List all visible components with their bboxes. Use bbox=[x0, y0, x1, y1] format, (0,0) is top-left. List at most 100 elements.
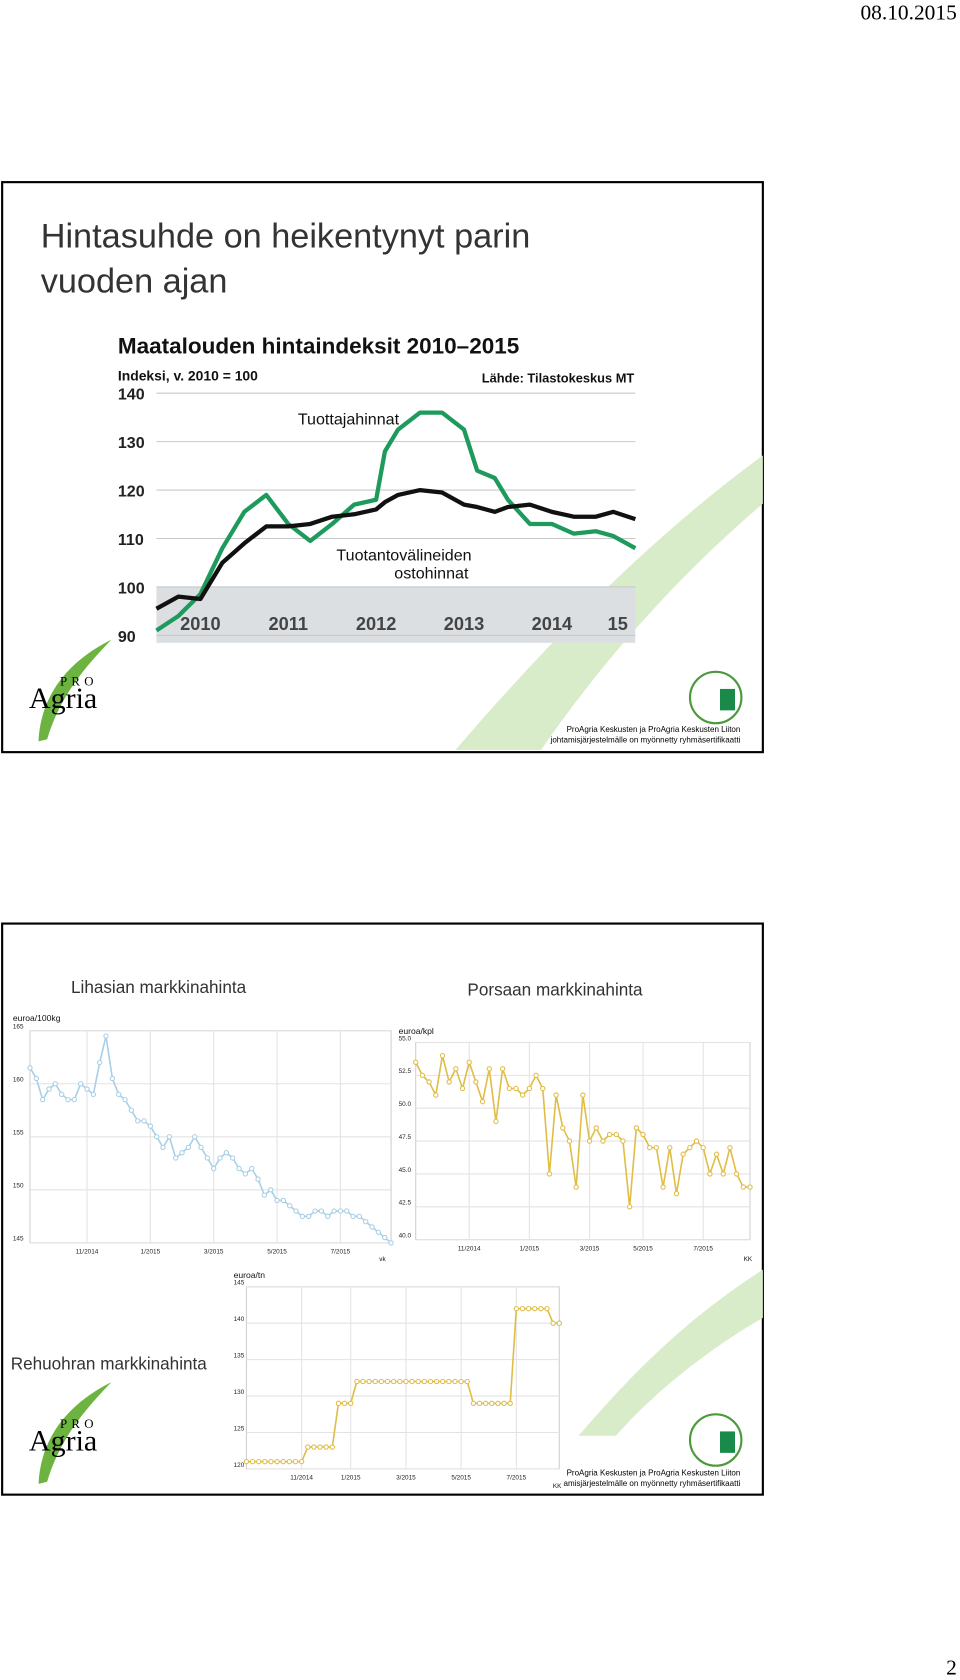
data-point bbox=[687, 1144, 693, 1151]
data-point bbox=[109, 1075, 116, 1082]
data-point bbox=[466, 1059, 472, 1065]
data-point bbox=[337, 1208, 344, 1214]
cert-mark bbox=[720, 1431, 735, 1453]
data-point bbox=[256, 1458, 262, 1465]
cert-ring bbox=[688, 1413, 743, 1467]
data-point bbox=[538, 1305, 544, 1312]
logo: PRO Agria bbox=[29, 639, 112, 742]
data-point bbox=[513, 1305, 520, 1312]
data-point bbox=[71, 1096, 78, 1103]
x-tick-label: 2010 bbox=[180, 614, 221, 634]
data-point bbox=[280, 1458, 286, 1465]
data-point bbox=[141, 1118, 147, 1124]
data-point bbox=[520, 1092, 526, 1098]
footer: ProAgria Keskusten ja ProAgria Keskusten… bbox=[567, 725, 741, 734]
data-point bbox=[566, 1138, 573, 1144]
data-point bbox=[560, 1125, 566, 1131]
data-point bbox=[413, 1059, 419, 1065]
data-point bbox=[280, 1197, 287, 1204]
slide-title: vuoden ajan bbox=[41, 263, 228, 301]
logo-agria: Agria bbox=[29, 682, 97, 715]
data-point bbox=[740, 1184, 746, 1190]
data-point bbox=[439, 1052, 446, 1059]
data-point bbox=[446, 1079, 452, 1085]
data-point bbox=[65, 1096, 71, 1103]
x-tick-label: 2014 bbox=[532, 614, 573, 634]
data-point bbox=[323, 1444, 329, 1450]
data-point bbox=[268, 1458, 274, 1465]
x-label: vk bbox=[379, 1256, 386, 1263]
subtitle: Indeksi, v. 2010 = 100 bbox=[118, 367, 258, 383]
annotations: Tuotantovälineiden bbox=[336, 546, 471, 564]
data-point bbox=[360, 1378, 366, 1385]
data-point bbox=[546, 1171, 553, 1177]
data-point bbox=[223, 1150, 230, 1156]
data-point bbox=[274, 1458, 280, 1465]
x-label: KK bbox=[553, 1483, 562, 1490]
data-point bbox=[433, 1378, 440, 1385]
shaded-band bbox=[156, 587, 636, 643]
chart-heading: Porsaan markkinahinta bbox=[467, 979, 643, 999]
data-point bbox=[58, 1091, 65, 1098]
data-line bbox=[155, 487, 637, 611]
data-point bbox=[532, 1305, 538, 1312]
x-tick-label: 11/2014 bbox=[76, 1249, 99, 1256]
data-point bbox=[173, 1155, 179, 1161]
x-tick-label: 11/2014 bbox=[458, 1245, 481, 1252]
data-point bbox=[236, 1165, 242, 1172]
data-point bbox=[306, 1213, 312, 1220]
data-point bbox=[613, 1131, 619, 1138]
data-point bbox=[580, 1092, 586, 1098]
data-point bbox=[329, 1444, 335, 1450]
data-point bbox=[421, 1378, 428, 1385]
data-point bbox=[556, 1320, 562, 1326]
data-point bbox=[540, 1085, 546, 1092]
data-point bbox=[606, 1131, 613, 1138]
data-point bbox=[544, 1305, 550, 1312]
data-point bbox=[249, 1458, 256, 1465]
data-point bbox=[453, 1066, 459, 1072]
y-tick-label: 150 bbox=[13, 1183, 24, 1190]
data-line bbox=[29, 1035, 392, 1244]
chart-heading: Rehuohran markkinahinta bbox=[11, 1353, 208, 1373]
y-tick-label: 145 bbox=[234, 1280, 245, 1287]
data-point bbox=[166, 1134, 173, 1140]
x-tick-label: 2011 bbox=[268, 614, 308, 634]
y-tick-label: 135 bbox=[234, 1353, 245, 1360]
data-point bbox=[331, 1208, 337, 1214]
data-point bbox=[653, 1144, 660, 1151]
data-point bbox=[473, 1079, 479, 1085]
data-point bbox=[626, 1204, 633, 1210]
data-point bbox=[299, 1213, 306, 1220]
data-point bbox=[318, 1208, 325, 1214]
data-point bbox=[262, 1458, 268, 1465]
y-tick-label: 145 bbox=[13, 1236, 24, 1243]
logo-pro: PRO bbox=[60, 1417, 98, 1431]
data-point bbox=[660, 1184, 666, 1190]
decoration bbox=[578, 1269, 763, 1436]
title: Maatalouden hintaindeksit 2010–2015 bbox=[118, 334, 519, 359]
y-tick-label: 120 bbox=[118, 482, 145, 500]
data-point bbox=[409, 1378, 415, 1385]
data-point bbox=[482, 1400, 489, 1407]
slide-title: Hintasuhde on heikentynyt parin bbox=[41, 217, 531, 255]
y-tick-label: 100 bbox=[118, 579, 145, 597]
data-point bbox=[713, 1151, 720, 1157]
y-tick-label: 165 bbox=[13, 1024, 24, 1031]
data-point bbox=[464, 1378, 470, 1385]
data-point bbox=[700, 1144, 706, 1151]
data-point bbox=[397, 1378, 403, 1385]
data-point bbox=[673, 1190, 680, 1197]
data-point bbox=[366, 1378, 372, 1385]
data-point bbox=[415, 1378, 421, 1385]
x-tick-label: 3/2015 bbox=[580, 1245, 600, 1252]
annotations: Tuottajahinnat bbox=[298, 410, 400, 428]
data-point bbox=[341, 1400, 348, 1407]
data-point bbox=[507, 1400, 513, 1407]
data-point bbox=[620, 1138, 626, 1144]
data-point bbox=[103, 1033, 109, 1039]
data-line bbox=[155, 410, 637, 633]
data-point bbox=[350, 1213, 356, 1220]
data-point bbox=[97, 1059, 103, 1066]
